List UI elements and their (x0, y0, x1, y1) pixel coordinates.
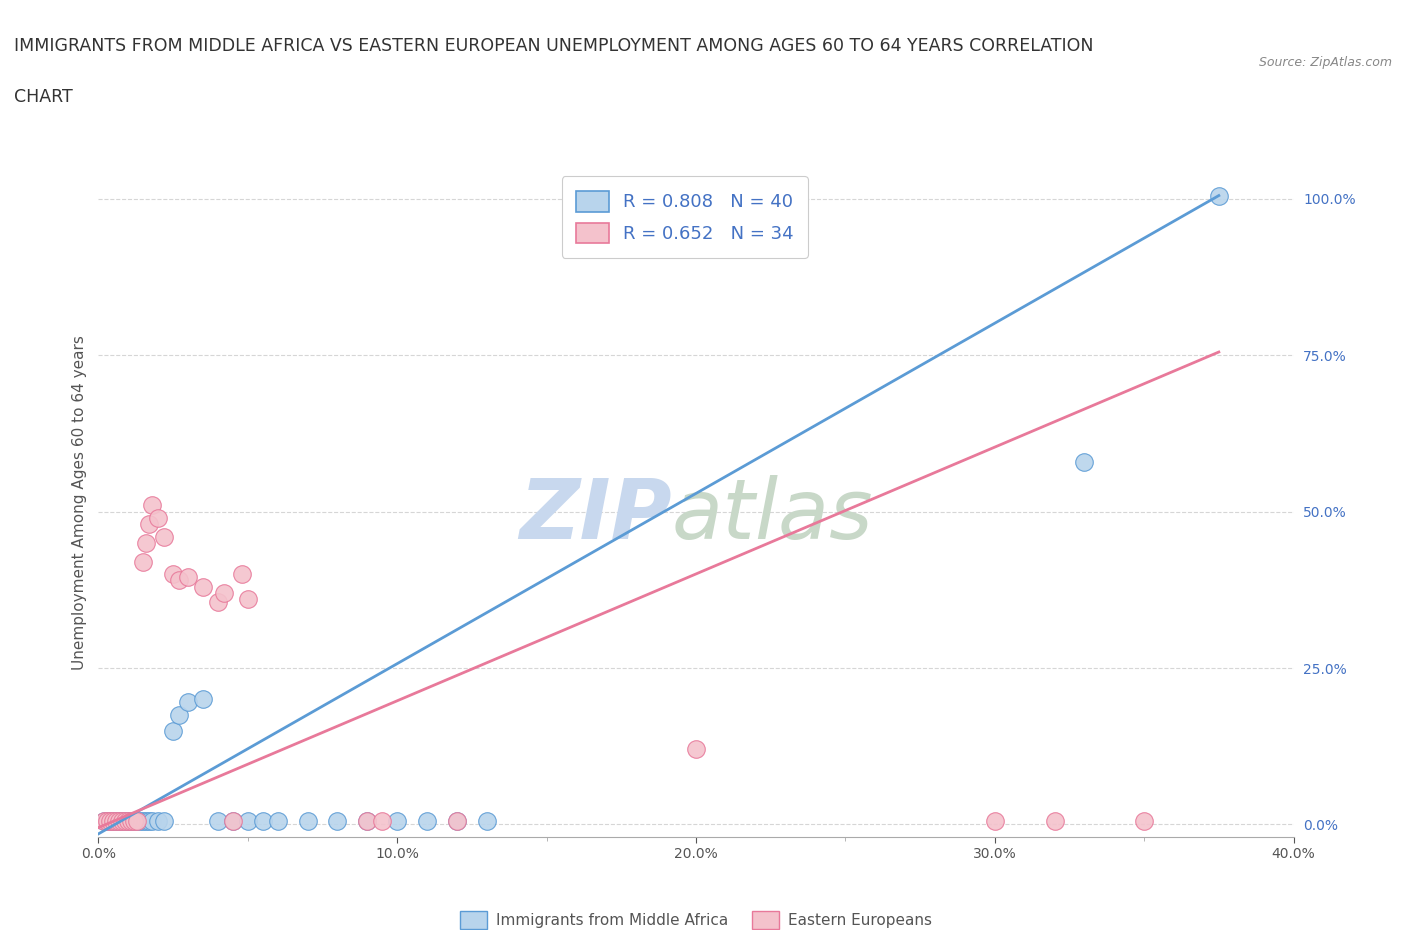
Point (93, 814, 115, 829)
Point (124, 814, 146, 829)
Point (138, 517, 160, 532)
Point (135, 536, 157, 551)
Point (685, 742, 707, 757)
Point (191, 692, 214, 707)
Point (446, 814, 468, 829)
Point (162, 724, 184, 738)
Point (1133, 814, 1156, 829)
Point (108, 814, 131, 829)
Point (141, 814, 163, 829)
Point (177, 570, 200, 585)
Point (207, 595, 229, 610)
Point (983, 814, 1005, 829)
Point (191, 579, 214, 594)
Point (117, 814, 139, 829)
Point (177, 695, 200, 710)
Point (120, 814, 142, 829)
Point (326, 814, 349, 829)
Point (236, 591, 259, 606)
Point (167, 573, 190, 588)
Point (98, 814, 122, 829)
Point (127, 814, 149, 829)
Point (141, 498, 163, 512)
Point (93, 814, 115, 829)
Point (153, 529, 176, 544)
Text: CHART: CHART (14, 88, 73, 106)
Point (105, 814, 128, 829)
Point (105, 814, 128, 829)
Point (231, 566, 253, 581)
Point (1073, 454, 1095, 469)
Point (236, 814, 259, 829)
Legend: Immigrants from Middle Africa, Eastern Europeans: Immigrants from Middle Africa, Eastern E… (454, 905, 938, 930)
Point (114, 814, 136, 829)
Point (127, 814, 149, 829)
Point (1043, 814, 1066, 829)
Point (108, 814, 131, 829)
Point (96, 814, 118, 829)
Point (148, 814, 170, 829)
Point (120, 814, 142, 829)
Point (356, 814, 378, 829)
Point (416, 814, 439, 829)
Text: IMMIGRANTS FROM MIDDLE AFRICA VS EASTERN EUROPEAN UNEMPLOYMENT AMONG AGES 60 TO : IMMIGRANTS FROM MIDDLE AFRICA VS EASTERN… (14, 37, 1094, 55)
Point (297, 814, 319, 829)
Point (207, 814, 229, 829)
Text: atlas: atlas (672, 475, 873, 556)
Point (153, 814, 176, 829)
Point (475, 814, 498, 829)
Point (132, 554, 155, 569)
Point (103, 814, 125, 829)
Point (138, 814, 160, 829)
Point (167, 708, 190, 723)
Point (114, 814, 136, 829)
Point (148, 511, 170, 525)
Point (356, 814, 378, 829)
Point (111, 814, 134, 829)
Point (129, 814, 152, 829)
Point (108, 814, 131, 829)
Point (162, 566, 184, 581)
Point (222, 814, 245, 829)
Point (212, 586, 235, 601)
Point (135, 814, 157, 829)
Point (252, 814, 274, 829)
Text: ZIP: ZIP (519, 475, 672, 556)
Point (117, 814, 139, 829)
Point (98, 814, 122, 829)
Point (446, 814, 468, 829)
Point (267, 814, 290, 829)
Y-axis label: Unemployment Among Ages 60 to 64 years: Unemployment Among Ages 60 to 64 years (72, 335, 87, 670)
Point (124, 814, 146, 829)
Point (132, 814, 155, 829)
Point (117, 814, 139, 829)
Text: Source: ZipAtlas.com: Source: ZipAtlas.com (1258, 56, 1392, 69)
Point (103, 814, 125, 829)
Point (96, 814, 118, 829)
Point (385, 814, 409, 829)
Point (1208, 188, 1230, 203)
Point (111, 814, 134, 829)
Point (103, 814, 125, 829)
Point (371, 814, 394, 829)
Point (222, 814, 245, 829)
